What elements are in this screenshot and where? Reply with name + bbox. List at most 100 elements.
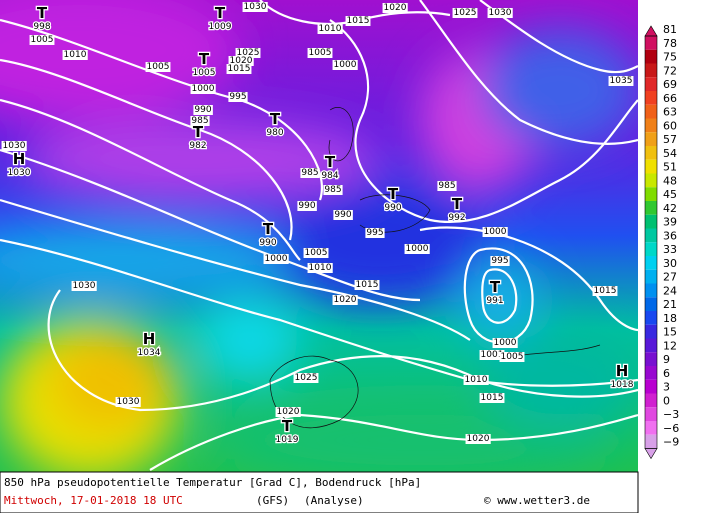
colorbar-band [645, 118, 657, 133]
isobar-label-bg [228, 92, 248, 102]
colorbar-band [645, 77, 657, 91]
colorbar-label: 6 [663, 367, 670, 380]
isobar-label-bg [365, 228, 385, 238]
center-letter: T [199, 50, 210, 68]
isobar-label: 1005 [305, 248, 328, 258]
isobar-label: 1030 [244, 2, 267, 12]
center-letter: T [325, 153, 336, 171]
isobar-label-bg [332, 60, 358, 70]
center-letter: T [263, 220, 274, 238]
isobar-label: 1000 [334, 60, 357, 70]
colorbar-band [645, 214, 657, 229]
center-letter: T [452, 195, 463, 213]
colorbar-band [645, 187, 657, 201]
center-letter: T [388, 185, 399, 203]
isobar-label: 1025 [295, 373, 318, 383]
isobar-label-bg [499, 352, 525, 362]
isobar-label: 1000 [484, 227, 507, 237]
isobar-label: 1000 [494, 338, 517, 348]
isobar-label-bg [300, 168, 320, 178]
colorbar-label: 69 [663, 78, 677, 91]
isobar-label-bg [479, 350, 505, 360]
isobar-label-bg [487, 8, 513, 18]
isobar-label-bg [404, 244, 430, 254]
isobar-label: 985 [438, 181, 455, 191]
colorbar-band [645, 49, 657, 64]
isobar-label-bg [382, 3, 408, 13]
isobar-label: 1010 [64, 50, 87, 60]
isobar-label: 1035 [610, 76, 633, 86]
center-letter: T [37, 4, 48, 22]
isobar-label: 1020 [467, 434, 490, 444]
isobar-label: 1030 [73, 281, 96, 291]
isobar-label-bg [297, 201, 317, 211]
center-value: 1034 [138, 348, 161, 358]
pressure-centers: T998T1009T1005T980T982H1030T984T990T990T… [6, 3, 635, 447]
colorbar-band [645, 91, 657, 105]
colorbar-label: 36 [663, 229, 677, 242]
footer-title: 850 hPa pseudopotentielle Temperatur [Gr… [4, 476, 421, 489]
isobar-label: 1020 [277, 407, 300, 417]
isobar-label: 1015 [594, 286, 617, 296]
center-letter: H [13, 150, 26, 168]
isobar-label-bg [608, 76, 634, 86]
colorbar-band [645, 269, 657, 284]
colorbar-label: 51 [663, 161, 677, 174]
isobar-label-bg [452, 8, 478, 18]
isobar-label: 1020 [334, 295, 357, 305]
colorbar-label: 0 [663, 394, 670, 407]
colorbar-label: 60 [663, 119, 677, 132]
center-value: 1030 [8, 168, 31, 178]
isobar-label-bg [465, 434, 491, 444]
center-letter: T [193, 123, 204, 141]
isobar-label-bg [242, 2, 268, 12]
colorbar-band [645, 407, 657, 421]
isobar-label: 1025 [237, 48, 260, 58]
center-value: 1005 [193, 68, 216, 78]
isobar-label-bg [226, 64, 252, 74]
colorbar-label: 3 [663, 381, 670, 394]
colorbar-band [645, 228, 657, 243]
colorbar-band [645, 338, 657, 353]
colorbar-band [645, 132, 657, 146]
isobar-label: 1001 [481, 350, 504, 360]
isobar-label-bg [71, 281, 97, 291]
isobar-label: 995 [491, 256, 508, 266]
colorbar-band [645, 173, 657, 188]
isobar-label-bg [307, 48, 333, 58]
colorbar-label: 12 [663, 339, 677, 352]
isobar-label: 985 [301, 168, 318, 178]
isobar-label-bg [263, 254, 289, 264]
isobar-label-bg [317, 24, 343, 34]
isobar-label: 1020 [384, 3, 407, 13]
isobar-label-bg [490, 256, 510, 266]
colorbar-label: 45 [663, 188, 677, 201]
center-value: 991 [486, 296, 503, 306]
center-value: 1009 [209, 22, 232, 32]
isobar-label: 990 [194, 105, 211, 115]
isobar-label-bg [303, 248, 329, 258]
colorbar-label: 57 [663, 133, 677, 146]
colorbar-band [645, 352, 657, 366]
isobar-label-bg [190, 116, 210, 126]
footer-date: Mittwoch, 17-01-2018 18 UTC [4, 494, 183, 507]
center-letter: H [616, 362, 629, 380]
isobar-label: 1005 [147, 62, 170, 72]
isobar-label-bg [293, 373, 319, 383]
center-value: 992 [448, 213, 465, 223]
isobar-label: 1015 [481, 393, 504, 403]
colorbar-label: 78 [663, 37, 677, 50]
colorbar-band [645, 421, 657, 435]
colorbar-band [645, 242, 657, 256]
center-value: 984 [321, 171, 338, 181]
isobar-label: 990 [334, 210, 351, 220]
isobar-label-bg [193, 105, 213, 115]
colorbar-label: 72 [663, 64, 677, 77]
footer-run: (Analyse) [304, 494, 364, 507]
footer-model: (GFS) [256, 494, 289, 507]
colorbar-band [645, 324, 657, 339]
isobar-label-bg [145, 62, 171, 72]
